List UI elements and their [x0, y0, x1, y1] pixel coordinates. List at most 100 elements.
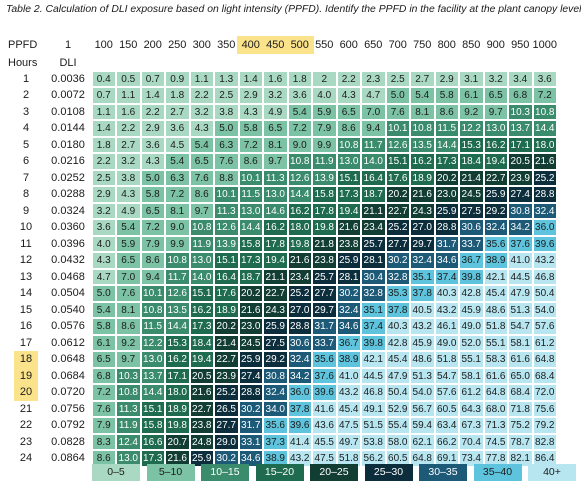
table-cell: 27.5: [459, 202, 484, 219]
table-cell: 64.8: [532, 351, 557, 368]
dli-value: 0.0792: [51, 419, 85, 431]
table-cell: 30.8: [508, 202, 533, 219]
table-cell: 9.4: [361, 120, 386, 137]
table-cell: 8.1: [116, 301, 141, 318]
table-cell: 6.8: [91, 367, 116, 384]
table-cell: 45.9: [410, 334, 435, 351]
table-cell: 1.8: [91, 136, 116, 153]
table-cell: 35.6: [483, 235, 508, 252]
table-cell: 55.1: [483, 334, 508, 351]
table-cell: 14.0: [189, 268, 214, 285]
table-cell: 7.6: [214, 153, 239, 170]
table-cell: 15.3: [165, 334, 190, 351]
table-cell: 9.7: [116, 351, 141, 368]
table-cell: 49.0: [459, 318, 484, 335]
hour-label: 20: [19, 386, 33, 398]
table-cell: 51.5: [361, 417, 386, 434]
table-cell: 5.4: [410, 87, 435, 104]
table-cell: 1.8: [287, 70, 312, 87]
hour-label: 21: [19, 402, 33, 415]
table-cell: 25.9: [483, 186, 508, 203]
table-cell: 15.1: [140, 400, 165, 417]
ppfd-column-header: 950: [511, 39, 530, 51]
ppfd-column-header: 150: [119, 39, 138, 51]
hour-highlight: [14, 351, 38, 368]
table-cell: 27.7: [312, 285, 337, 302]
table-cell: 8.6: [336, 120, 361, 137]
table-cell: 4.9: [263, 103, 288, 120]
hour-label: 1: [22, 72, 30, 85]
table-cell: 1.1: [91, 103, 116, 120]
table-cell: 1.1: [189, 70, 214, 87]
table-cell: 18.0: [165, 384, 190, 401]
table-cell: 49.0: [434, 334, 459, 351]
table-cell: 14.4: [287, 186, 312, 203]
table-cell: 64.3: [459, 400, 484, 417]
table-cell: 19.4: [189, 351, 214, 368]
table-cell: 7.9: [312, 120, 337, 137]
table-cell: 5.0: [91, 285, 116, 302]
table-cell: 66.2: [434, 433, 459, 450]
table-cell: 72.0: [532, 384, 557, 401]
table-cell: 13.7: [140, 367, 165, 384]
table-cell: 25.9: [336, 252, 361, 269]
table-cell: 16.4: [361, 169, 386, 186]
table-cell: 40.5: [410, 301, 435, 318]
table-cell: 58.3: [483, 351, 508, 368]
table-cell: 5.0: [214, 120, 239, 137]
dli-value: 0.0396: [51, 237, 85, 250]
table-cell: 17.3: [189, 318, 214, 335]
table-cell: 9.9: [312, 136, 337, 153]
table-cell: 5.4: [91, 301, 116, 318]
table-cell: 32.4: [287, 351, 312, 368]
table-cell: 29.7: [410, 235, 435, 252]
ppfd-column-header: 650: [364, 39, 383, 51]
dli-value: 0.0432: [51, 254, 85, 266]
table-cell: 42.1: [361, 351, 386, 368]
table-cell: 28.1: [361, 252, 386, 269]
dli-value: 0.0252: [51, 171, 85, 184]
table-cell: 41.0: [508, 252, 533, 269]
table-cell: 13.9: [312, 169, 337, 186]
table-cell: 25.9: [238, 351, 263, 368]
table-cell: 28.8: [532, 186, 557, 203]
table-cell: 19.4: [263, 252, 288, 269]
dli-value: 0.0144: [51, 122, 85, 134]
hour-label: 2: [22, 89, 30, 101]
table-cell: 13.7: [508, 120, 533, 137]
ppfd-column-header: 600: [339, 39, 358, 51]
table-cell: 55.1: [459, 351, 484, 368]
table-cell: 34.0: [263, 400, 288, 417]
table-cell: 73.4: [459, 450, 484, 467]
table-cell: 11.3: [263, 169, 288, 186]
hour-label: 9: [22, 204, 30, 217]
table-cell: 29.2: [483, 202, 508, 219]
table-cell: 44.5: [361, 367, 386, 384]
table-cell: 8.1: [263, 136, 288, 153]
table-cell: 25.2: [385, 219, 410, 236]
table-cell: 37.4: [361, 318, 386, 335]
table-cell: 13.5: [165, 301, 190, 318]
table-cell: 4.3: [116, 186, 141, 203]
table-cell: 6.8: [508, 87, 533, 104]
table-cell: 18.9: [165, 400, 190, 417]
table-cell: 23.9: [214, 367, 239, 384]
table-cell: 2.2: [91, 153, 116, 170]
table-cell: 2.2: [189, 87, 214, 104]
table-cell: 3.2: [189, 103, 214, 120]
hour-label: 3: [22, 105, 30, 118]
table-cell: 16.2: [410, 153, 435, 170]
table-cell: 37.6: [312, 367, 337, 384]
table-cell: 44.5: [508, 268, 533, 285]
legend-item: 20–25: [310, 464, 358, 481]
table-cell: 25.7: [361, 235, 386, 252]
table-cell: 30.6: [287, 334, 312, 351]
table-cell: 20.5: [508, 153, 533, 170]
table-cell: 24.5: [238, 334, 263, 351]
ppfd-header-label: PPFD: [8, 39, 38, 51]
table-cell: 13.0: [189, 252, 214, 269]
table-cell: 18.9: [410, 169, 435, 186]
table-cell: 10.1: [140, 285, 165, 302]
table-cell: 2.3: [361, 70, 386, 87]
table-cell: 7.2: [532, 87, 557, 104]
